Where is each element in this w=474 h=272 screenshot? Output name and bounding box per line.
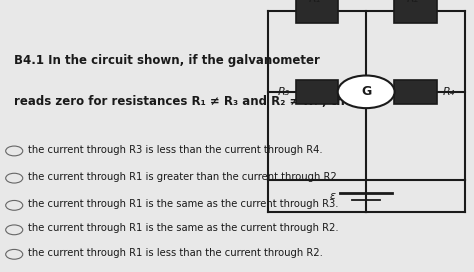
Text: R₁: R₁ [309, 0, 321, 4]
FancyBboxPatch shape [296, 0, 338, 23]
Circle shape [337, 76, 394, 108]
Text: R₃: R₃ [278, 87, 290, 97]
Text: the current through R3 is less than the current through R4.: the current through R3 is less than the … [28, 145, 323, 154]
FancyBboxPatch shape [394, 0, 437, 23]
FancyBboxPatch shape [296, 80, 338, 104]
Text: the current through R1 is the same as the current through R2.: the current through R1 is the same as th… [28, 224, 339, 233]
Text: G: G [361, 85, 371, 98]
FancyBboxPatch shape [394, 80, 437, 104]
Text: the current through R1 is greater than the current through R2.: the current through R1 is greater than t… [28, 172, 340, 182]
Text: the current through R1 is less than the current through R2.: the current through R1 is less than the … [28, 248, 323, 258]
Text: R₂: R₂ [407, 0, 419, 4]
Text: R₄: R₄ [442, 87, 455, 97]
Text: B4.1 In the circuit shown, if the galvanometer: B4.1 In the circuit shown, if the galvan… [14, 54, 320, 67]
Text: ε: ε [329, 191, 335, 201]
Text: the current through R1 is the same as the current through R3.: the current through R1 is the same as th… [28, 199, 339, 209]
Text: reads zero for resistances R₁ ≠ R₃ and R₂ ≠ R₄ , then:: reads zero for resistances R₁ ≠ R₃ and R… [14, 95, 366, 108]
